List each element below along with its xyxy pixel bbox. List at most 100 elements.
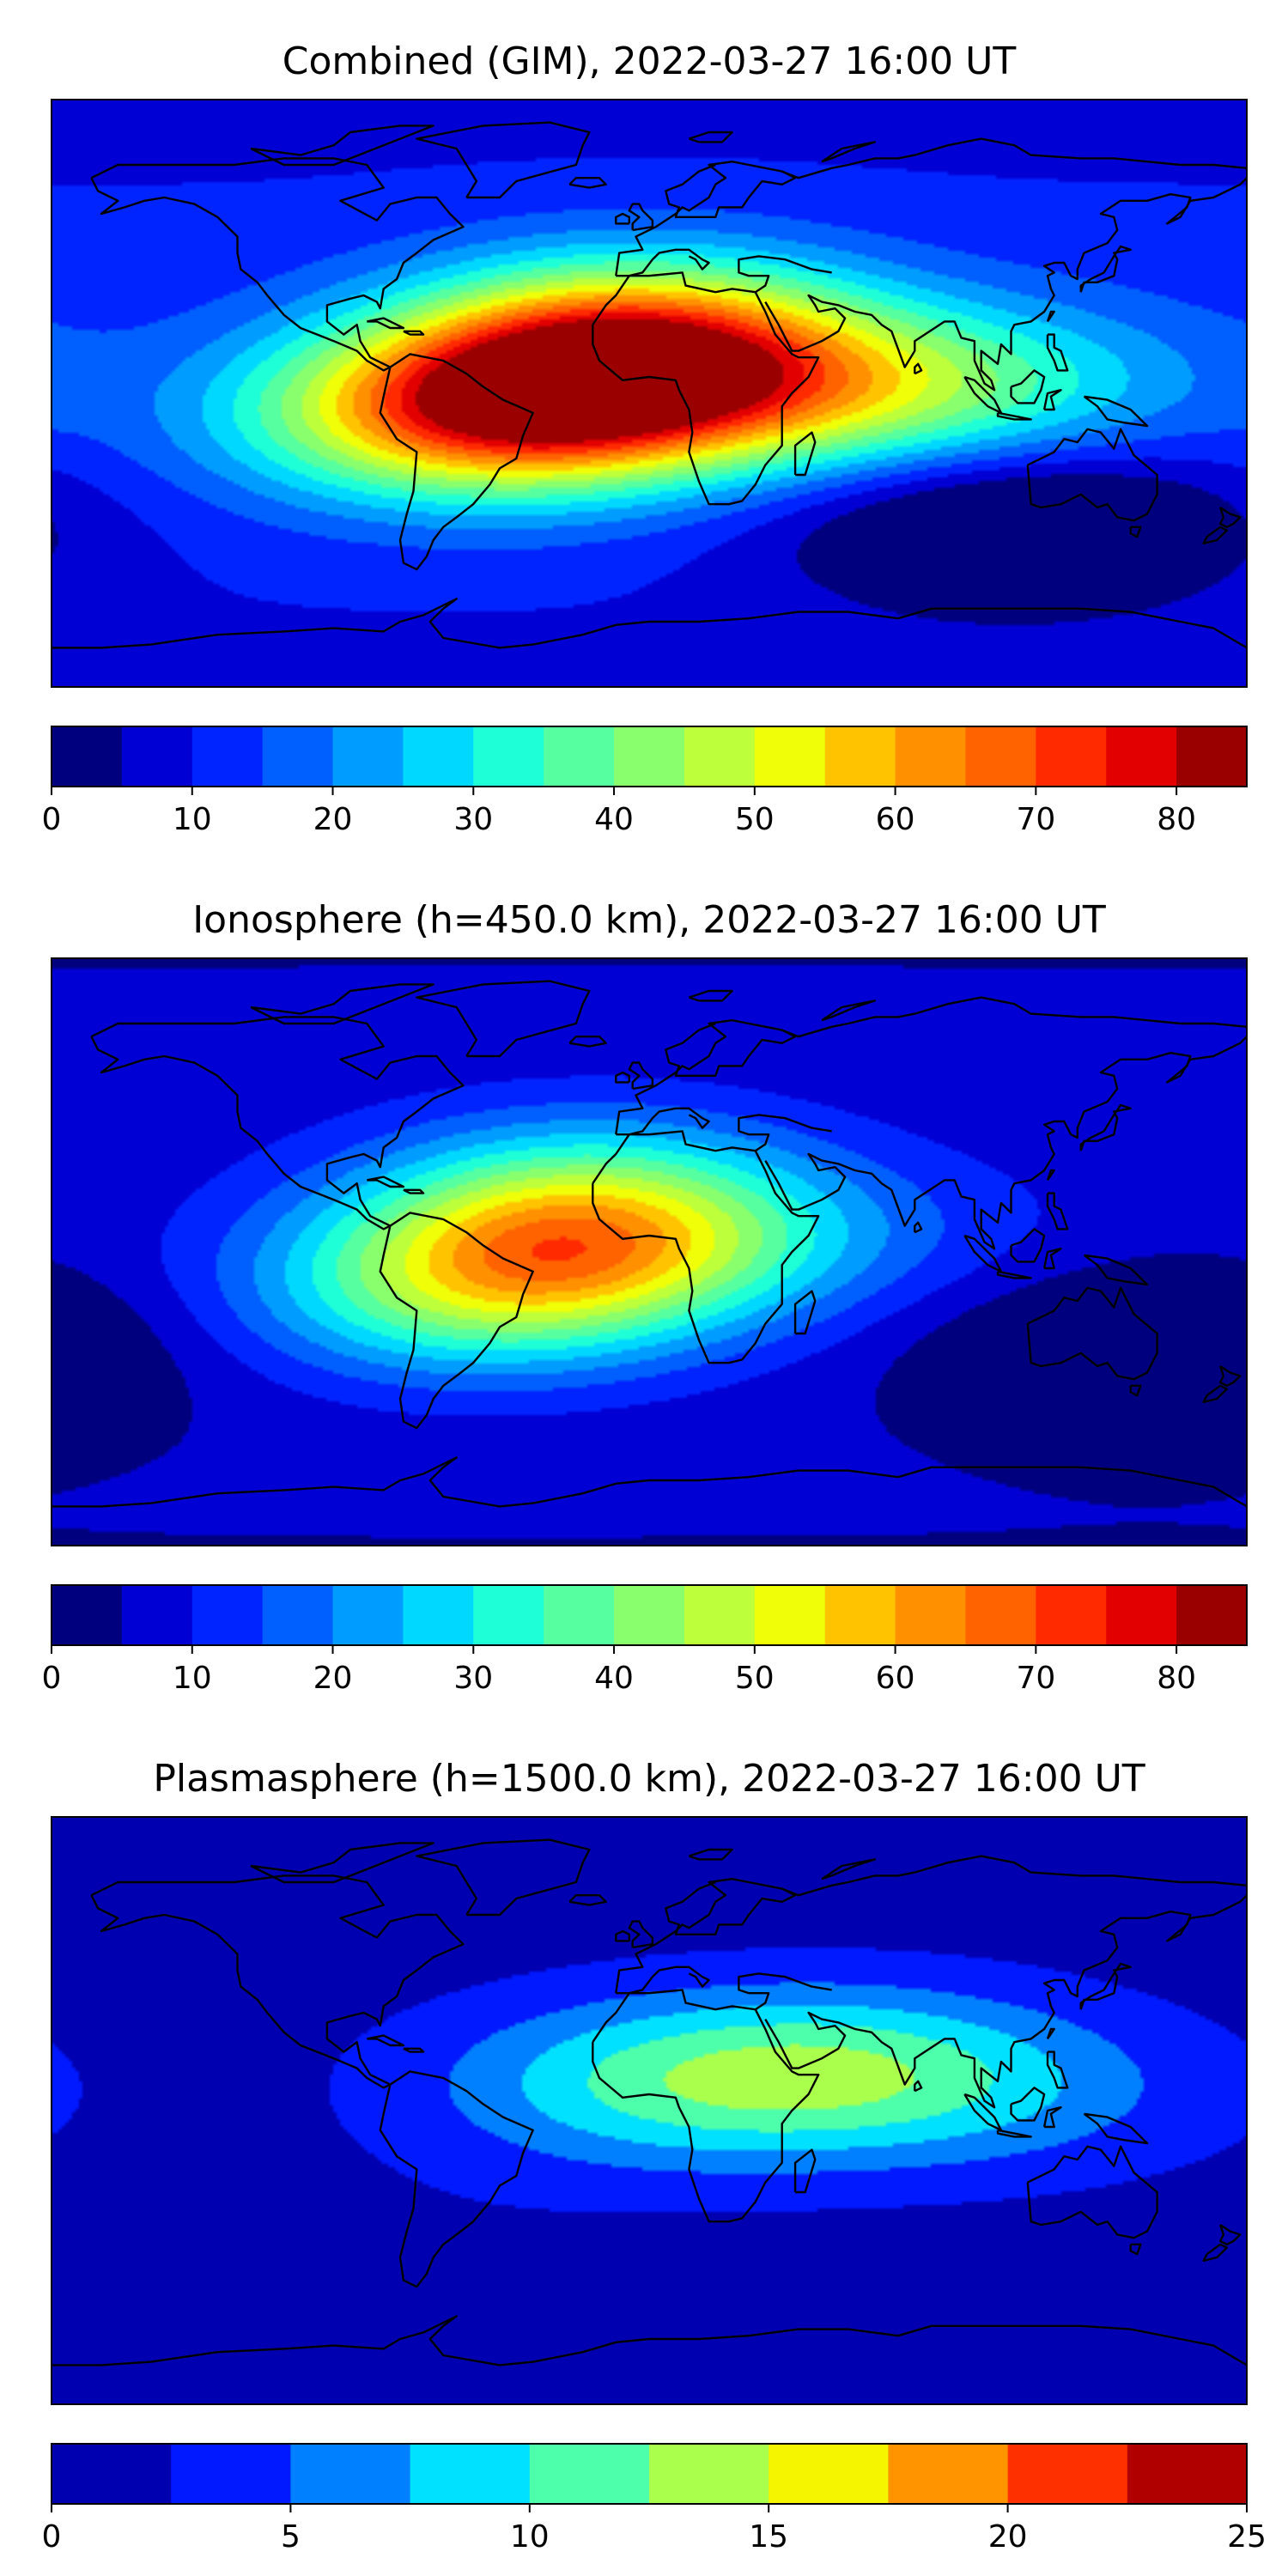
colorbar-tick-label: 60 (876, 802, 915, 837)
colorbar-tick-label: 40 (594, 802, 634, 837)
coastline-segment (793, 431, 817, 477)
colorbar-swatch (895, 1585, 967, 1645)
colorbar-tick-label: 50 (735, 802, 775, 837)
coastline-segment (1218, 1364, 1242, 1387)
panel-plasmasphere: Plasmasphere (h=1500.0 km), 2022-03-27 1… (42, 1757, 1267, 2555)
coastline-segment (615, 1071, 630, 1084)
colorbar-swatch (649, 2444, 769, 2504)
coastline-segment (1010, 1228, 1046, 1263)
coastline-segment (914, 1221, 923, 1234)
coastline-segment (793, 2148, 817, 2194)
coastline-segment (914, 2080, 923, 2093)
colorbar-swatch (1036, 726, 1107, 787)
colorbar-tick-label: 5 (281, 2519, 301, 2555)
colorbar-swatch (614, 1585, 685, 1645)
colorbar-swatch (52, 2444, 172, 2504)
colorbar-tick-label: 80 (1157, 1661, 1196, 1696)
coastline-segment (1010, 369, 1046, 404)
coastline-segment (821, 999, 877, 1022)
colorbar-tick-label: 50 (735, 1661, 775, 1696)
colorbar-tick-label: 0 (42, 2519, 62, 2555)
coastline-segment (628, 1920, 654, 1949)
colorbar-swatch (965, 726, 1036, 787)
coastline-segment (1046, 1192, 1069, 1230)
coastline-segment (1042, 2106, 1062, 2129)
colorbar-swatch (262, 726, 334, 787)
colorbar-swatch (683, 726, 756, 787)
coastline-segment (615, 1929, 630, 1942)
map-frame-ionosphere (51, 957, 1248, 1546)
panel-title-plasmasphere: Plasmasphere (h=1500.0 km), 2022-03-27 1… (153, 1757, 1145, 1801)
coastline-segment (367, 1176, 405, 1188)
coastline-segment (52, 598, 1247, 649)
map-combined (52, 100, 1247, 687)
coastline-segment (689, 1848, 733, 1861)
colorbar-tick-label: 20 (988, 2519, 1028, 2555)
coastline-segment (1129, 526, 1142, 538)
colorbar-swatch (332, 1585, 404, 1645)
colorbar-swatch (332, 726, 404, 787)
colorbar-swatch (473, 726, 544, 787)
colorbar-tick-label: 15 (749, 2519, 788, 2555)
colorbar-swatch (614, 726, 685, 787)
coastline-segment (764, 177, 1247, 392)
colorbar-tick-label: 70 (1016, 802, 1055, 837)
colorbar-swatch (171, 2444, 291, 2504)
coastline-segment (52, 2315, 1247, 2366)
coastline-segment (821, 1858, 877, 1880)
coastline-segment (615, 212, 630, 225)
coastline-segment (781, 1855, 1247, 1897)
colorbar-tick-label: 10 (173, 1661, 212, 1696)
contour-field-plasmasphere (52, 1817, 1247, 2404)
colorbar-frame (51, 2443, 1248, 2505)
colorbar-ionosphere: 0 10 20 30 40 50 60 70 80 (42, 1584, 1248, 1696)
colorbar-frame (51, 726, 1248, 787)
colorbar-swatch (121, 726, 193, 787)
coastline-segment (367, 2034, 405, 2047)
coastline-segment (416, 1838, 591, 1917)
colorbar-tick-label: 20 (313, 1661, 353, 1696)
coastline-segment (250, 125, 434, 167)
coastlines-plasmasphere (52, 1838, 1247, 2366)
colorbar-swatch (544, 1585, 615, 1645)
coastline-segment (616, 1107, 710, 1136)
coastline-segment (592, 1989, 820, 2223)
coastline-segment (1202, 2243, 1228, 2262)
colorbar-swatch (403, 726, 474, 787)
coastline-segment (250, 1842, 434, 1884)
coastline-segment (1010, 2087, 1046, 2122)
coastline-segment (250, 983, 434, 1025)
coastline-segment (403, 330, 425, 336)
coastline-segment (367, 317, 405, 330)
panel-ionosphere: Ionosphere (h=450.0 km), 2022-03-27 16:0… (42, 898, 1248, 1696)
colorbar-tick-label: 80 (1157, 802, 1196, 837)
colorbar-tick-label: 70 (1016, 1661, 1055, 1696)
coastline-segment (1079, 1103, 1132, 1151)
coastline-segment (996, 2129, 1032, 2138)
colorbar-tick-label: 20 (313, 802, 353, 837)
coastline-segment (689, 131, 733, 143)
colorbar-swatch (1007, 2444, 1128, 2504)
coastline-segment (568, 177, 607, 189)
colorbar-swatch (52, 726, 123, 787)
colorbar-swatch (191, 726, 264, 787)
coastline-segment (379, 353, 534, 571)
colorbar-swatch (1176, 1585, 1248, 1645)
coastline-segment (90, 157, 465, 372)
coastline-segment (1079, 1962, 1132, 2010)
coastlines-combined (52, 121, 1247, 649)
coastline-segment (1202, 1384, 1228, 1403)
colorbar-swatch (191, 1585, 264, 1645)
coastline-segment (1083, 395, 1149, 428)
coastline-segment (616, 248, 710, 277)
coastline-segment (568, 1894, 607, 1906)
coastline-segment (628, 1061, 654, 1091)
panel-combined: Combined (GIM), 2022-03-27 16:00 UT 0 10 2… (42, 39, 1248, 837)
coastline-segment (1202, 526, 1228, 544)
colorbar-swatch (121, 1585, 193, 1645)
colorbar-tick-label: 10 (510, 2519, 550, 2555)
coastline-segment (764, 1894, 1247, 2109)
contour-field-combined (52, 100, 1247, 687)
coastline-segment (90, 1016, 465, 1230)
